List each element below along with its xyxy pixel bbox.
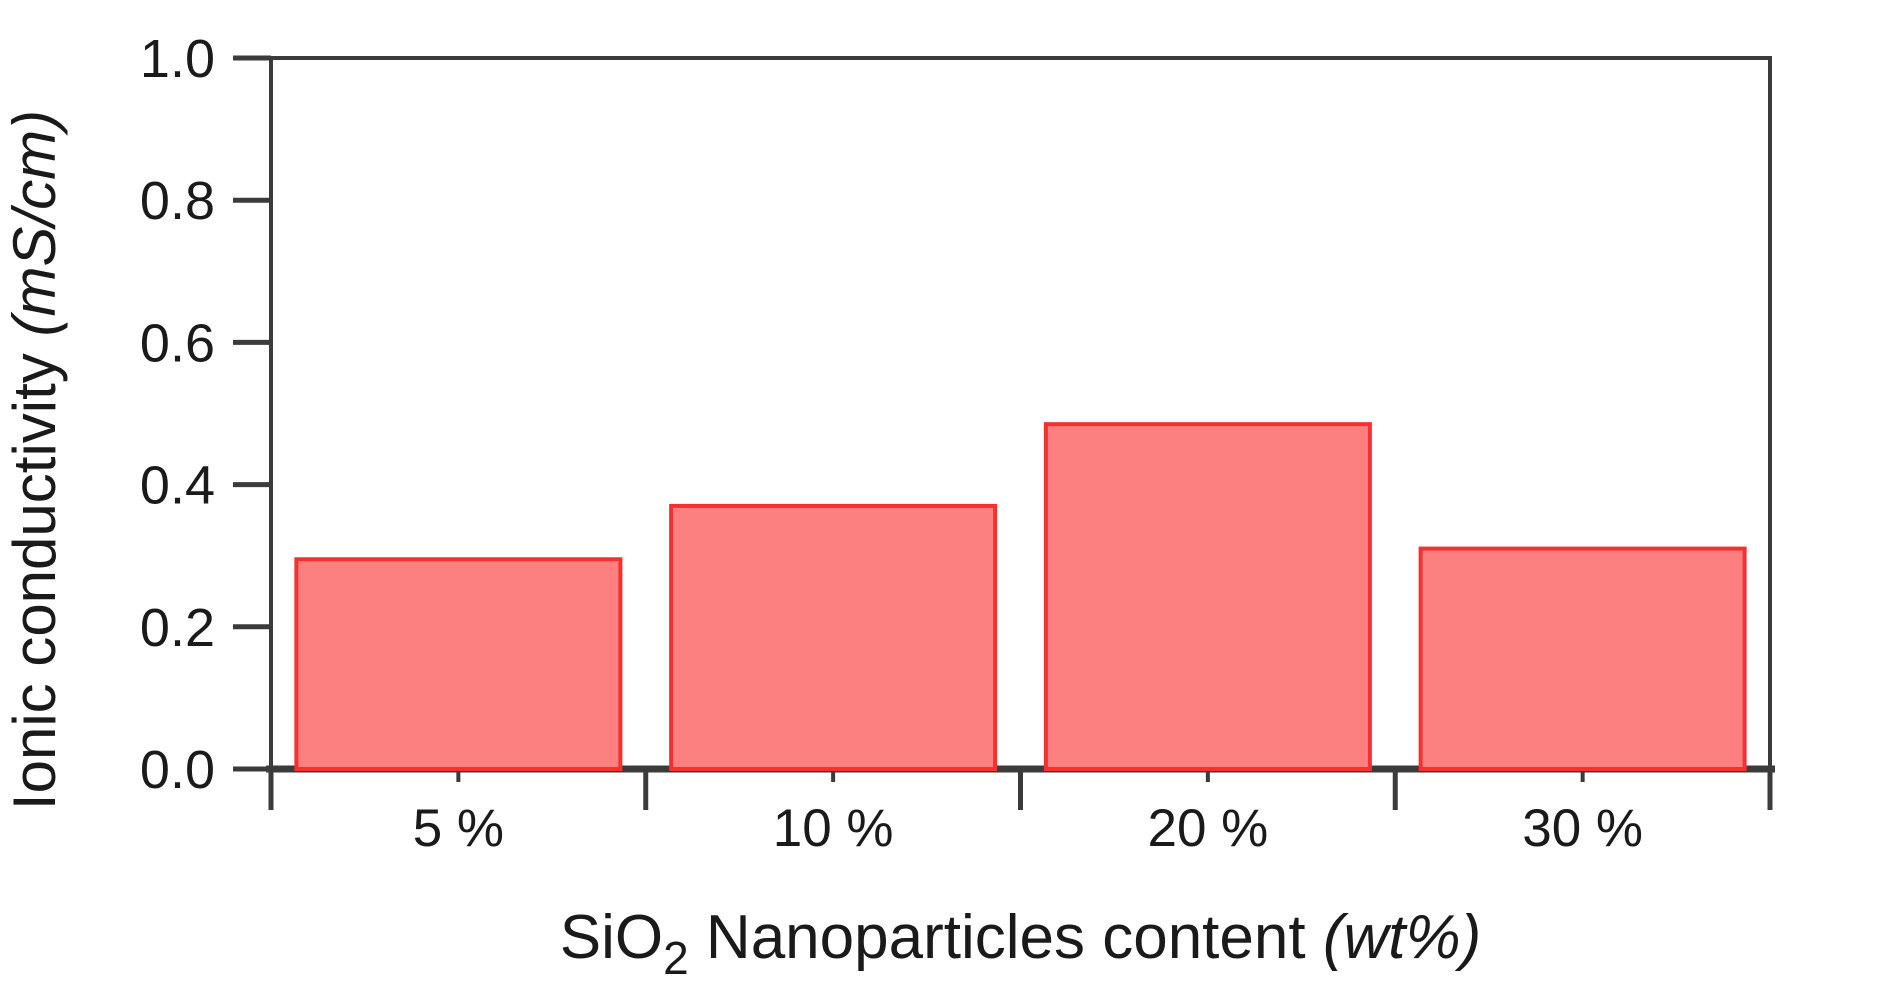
y-tick-label: 0.2 bbox=[140, 598, 215, 658]
x-axis-title: SiO2 Nanoparticles content (wt%) bbox=[560, 903, 1482, 984]
bar-20pct bbox=[1043, 422, 1372, 771]
y-tick-label: 0.0 bbox=[140, 740, 215, 800]
y-tick-label: 0.8 bbox=[140, 171, 215, 231]
x-tick-label: 5 % bbox=[413, 799, 504, 858]
y-axis-title: Ionic conductivity (mS/cm) bbox=[1, 110, 68, 810]
x-tick-label: 10 % bbox=[773, 799, 894, 858]
y-tick-label: 0.6 bbox=[140, 313, 215, 373]
bar-10pct bbox=[669, 503, 998, 771]
bar-30pct bbox=[1418, 546, 1747, 772]
bar-5pct bbox=[294, 557, 623, 771]
x-tick-label: 30 % bbox=[1522, 799, 1643, 858]
y-tick-label: 1.0 bbox=[140, 29, 215, 89]
x-tick-label: 20 % bbox=[1147, 799, 1268, 858]
y-tick-label: 0.4 bbox=[140, 456, 215, 516]
